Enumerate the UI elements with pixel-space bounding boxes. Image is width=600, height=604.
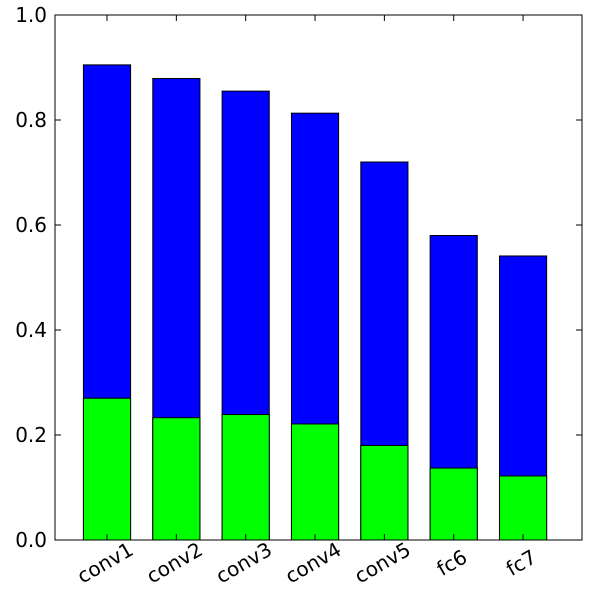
x-tick-label-conv1: conv1 — [73, 537, 137, 588]
bar-series2-conv4 — [290, 423, 340, 541]
x-tick-label-fc6: fc6 — [432, 545, 471, 581]
x-tick-label-conv2: conv2 — [142, 537, 206, 588]
plot-frame — [54, 14, 583, 541]
x-tick-label-fc7: fc7 — [502, 545, 541, 581]
bar-series2-conv1 — [82, 397, 132, 541]
bar-series2-conv3 — [221, 414, 270, 541]
y-tick-label: 0.0 — [15, 528, 47, 552]
bar-series2-conv2 — [152, 417, 201, 541]
y-tick-label: 0.8 — [15, 108, 47, 132]
bar-series2-fc6 — [429, 467, 478, 541]
y-tick-label: 0.2 — [15, 423, 47, 447]
x-tick-label-conv3: conv3 — [212, 537, 276, 588]
bars-layer — [82, 64, 548, 541]
y-tick-label: 1.0 — [15, 3, 47, 27]
x-tick-label-conv4: conv4 — [281, 537, 345, 588]
y-axis: 0.0 0.2 0.4 0.6 0.8 1.0 — [15, 3, 582, 552]
bar-series2-conv5 — [360, 445, 409, 541]
y-tick-label: 0.4 — [15, 318, 47, 342]
y-tick-label: 0.6 — [15, 213, 47, 237]
bar-series2-fc7 — [498, 475, 548, 541]
x-tick-label-conv5: conv5 — [350, 537, 414, 588]
